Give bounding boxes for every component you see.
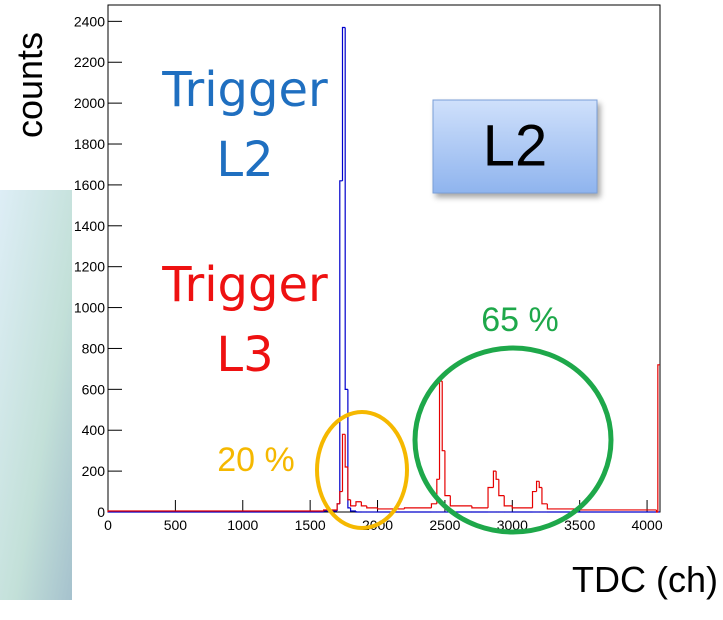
histogram-step bbox=[323, 509, 338, 511]
histogram-step bbox=[498, 479, 505, 497]
x-tick-label: 4000 bbox=[631, 517, 662, 533]
histogram-step bbox=[538, 481, 542, 489]
y-tick-label: 2200 bbox=[74, 54, 105, 70]
highlight-ellipse bbox=[315, 410, 409, 530]
histogram-step bbox=[360, 501, 367, 507]
histogram-step bbox=[531, 490, 537, 508]
background-image bbox=[0, 190, 72, 600]
plot-frame bbox=[107, 4, 661, 513]
highlight-ellipse bbox=[412, 345, 614, 535]
histogram-step bbox=[355, 501, 362, 506]
histogram-step bbox=[344, 27, 348, 390]
y-tick-label: 600 bbox=[82, 381, 106, 397]
histogram-step bbox=[444, 450, 451, 497]
x-tick-label: 500 bbox=[164, 517, 188, 533]
histogram-step bbox=[336, 503, 340, 510]
histogram-step bbox=[347, 389, 351, 509]
histogram-step bbox=[366, 505, 378, 509]
y-tick-label: 2000 bbox=[74, 95, 105, 111]
label-box bbox=[432, 99, 598, 194]
series-label: Trigger L2 bbox=[162, 62, 328, 188]
annotation: 65 % bbox=[481, 301, 559, 339]
y-axis-label: counts bbox=[9, 32, 50, 138]
y-tick-label: 1600 bbox=[74, 177, 105, 193]
histogram-step bbox=[349, 499, 356, 507]
annotation: 20 % bbox=[217, 441, 295, 479]
x-tick-label: 1000 bbox=[227, 517, 258, 533]
histogram-step bbox=[495, 471, 499, 480]
y-tick-label: 200 bbox=[82, 463, 106, 479]
histogram-step bbox=[347, 467, 351, 501]
histogram-step bbox=[403, 507, 432, 509]
histogram-step bbox=[341, 433, 346, 492]
histogram-step bbox=[339, 490, 343, 504]
box-label: L2 bbox=[483, 113, 548, 178]
y-tick-label: 1400 bbox=[74, 218, 105, 234]
histogram-step bbox=[355, 510, 362, 513]
histogram-step bbox=[546, 503, 580, 510]
histogram-step bbox=[344, 434, 348, 468]
x-tick-label: 1500 bbox=[295, 517, 326, 533]
y-tick-label: 800 bbox=[82, 340, 106, 356]
histogram-step bbox=[107, 510, 324, 512]
histogram-step bbox=[339, 180, 343, 504]
y-tick-label: 2400 bbox=[74, 13, 105, 29]
histogram-step bbox=[492, 470, 497, 488]
y-tick-label: 1800 bbox=[74, 136, 105, 152]
y-tick-label: 1200 bbox=[74, 259, 105, 275]
series-label: Trigger L3 bbox=[162, 257, 328, 383]
y-tick-label: 400 bbox=[82, 422, 106, 438]
y-tick-label: 0 bbox=[97, 504, 105, 520]
x-tick-label: 3000 bbox=[497, 517, 528, 533]
histogram-step bbox=[535, 480, 540, 492]
histogram-step bbox=[430, 503, 437, 508]
x-tick-label: 0 bbox=[104, 517, 112, 533]
x-tick-label: 2500 bbox=[429, 517, 460, 533]
histogram-step bbox=[341, 26, 346, 181]
histogram-step bbox=[349, 507, 356, 512]
histogram-step bbox=[471, 505, 489, 509]
histogram-step bbox=[487, 486, 494, 508]
x-axis-label: TDC (ch) bbox=[572, 559, 718, 600]
histogram-step bbox=[541, 487, 548, 505]
x-tick-label: 3500 bbox=[564, 517, 595, 533]
histogram-step bbox=[657, 364, 660, 512]
histogram-step bbox=[449, 495, 472, 507]
histogram-step bbox=[511, 505, 533, 509]
histogram-step bbox=[441, 381, 445, 452]
y-tick-label: 1000 bbox=[74, 300, 105, 316]
histogram-step bbox=[503, 495, 513, 507]
